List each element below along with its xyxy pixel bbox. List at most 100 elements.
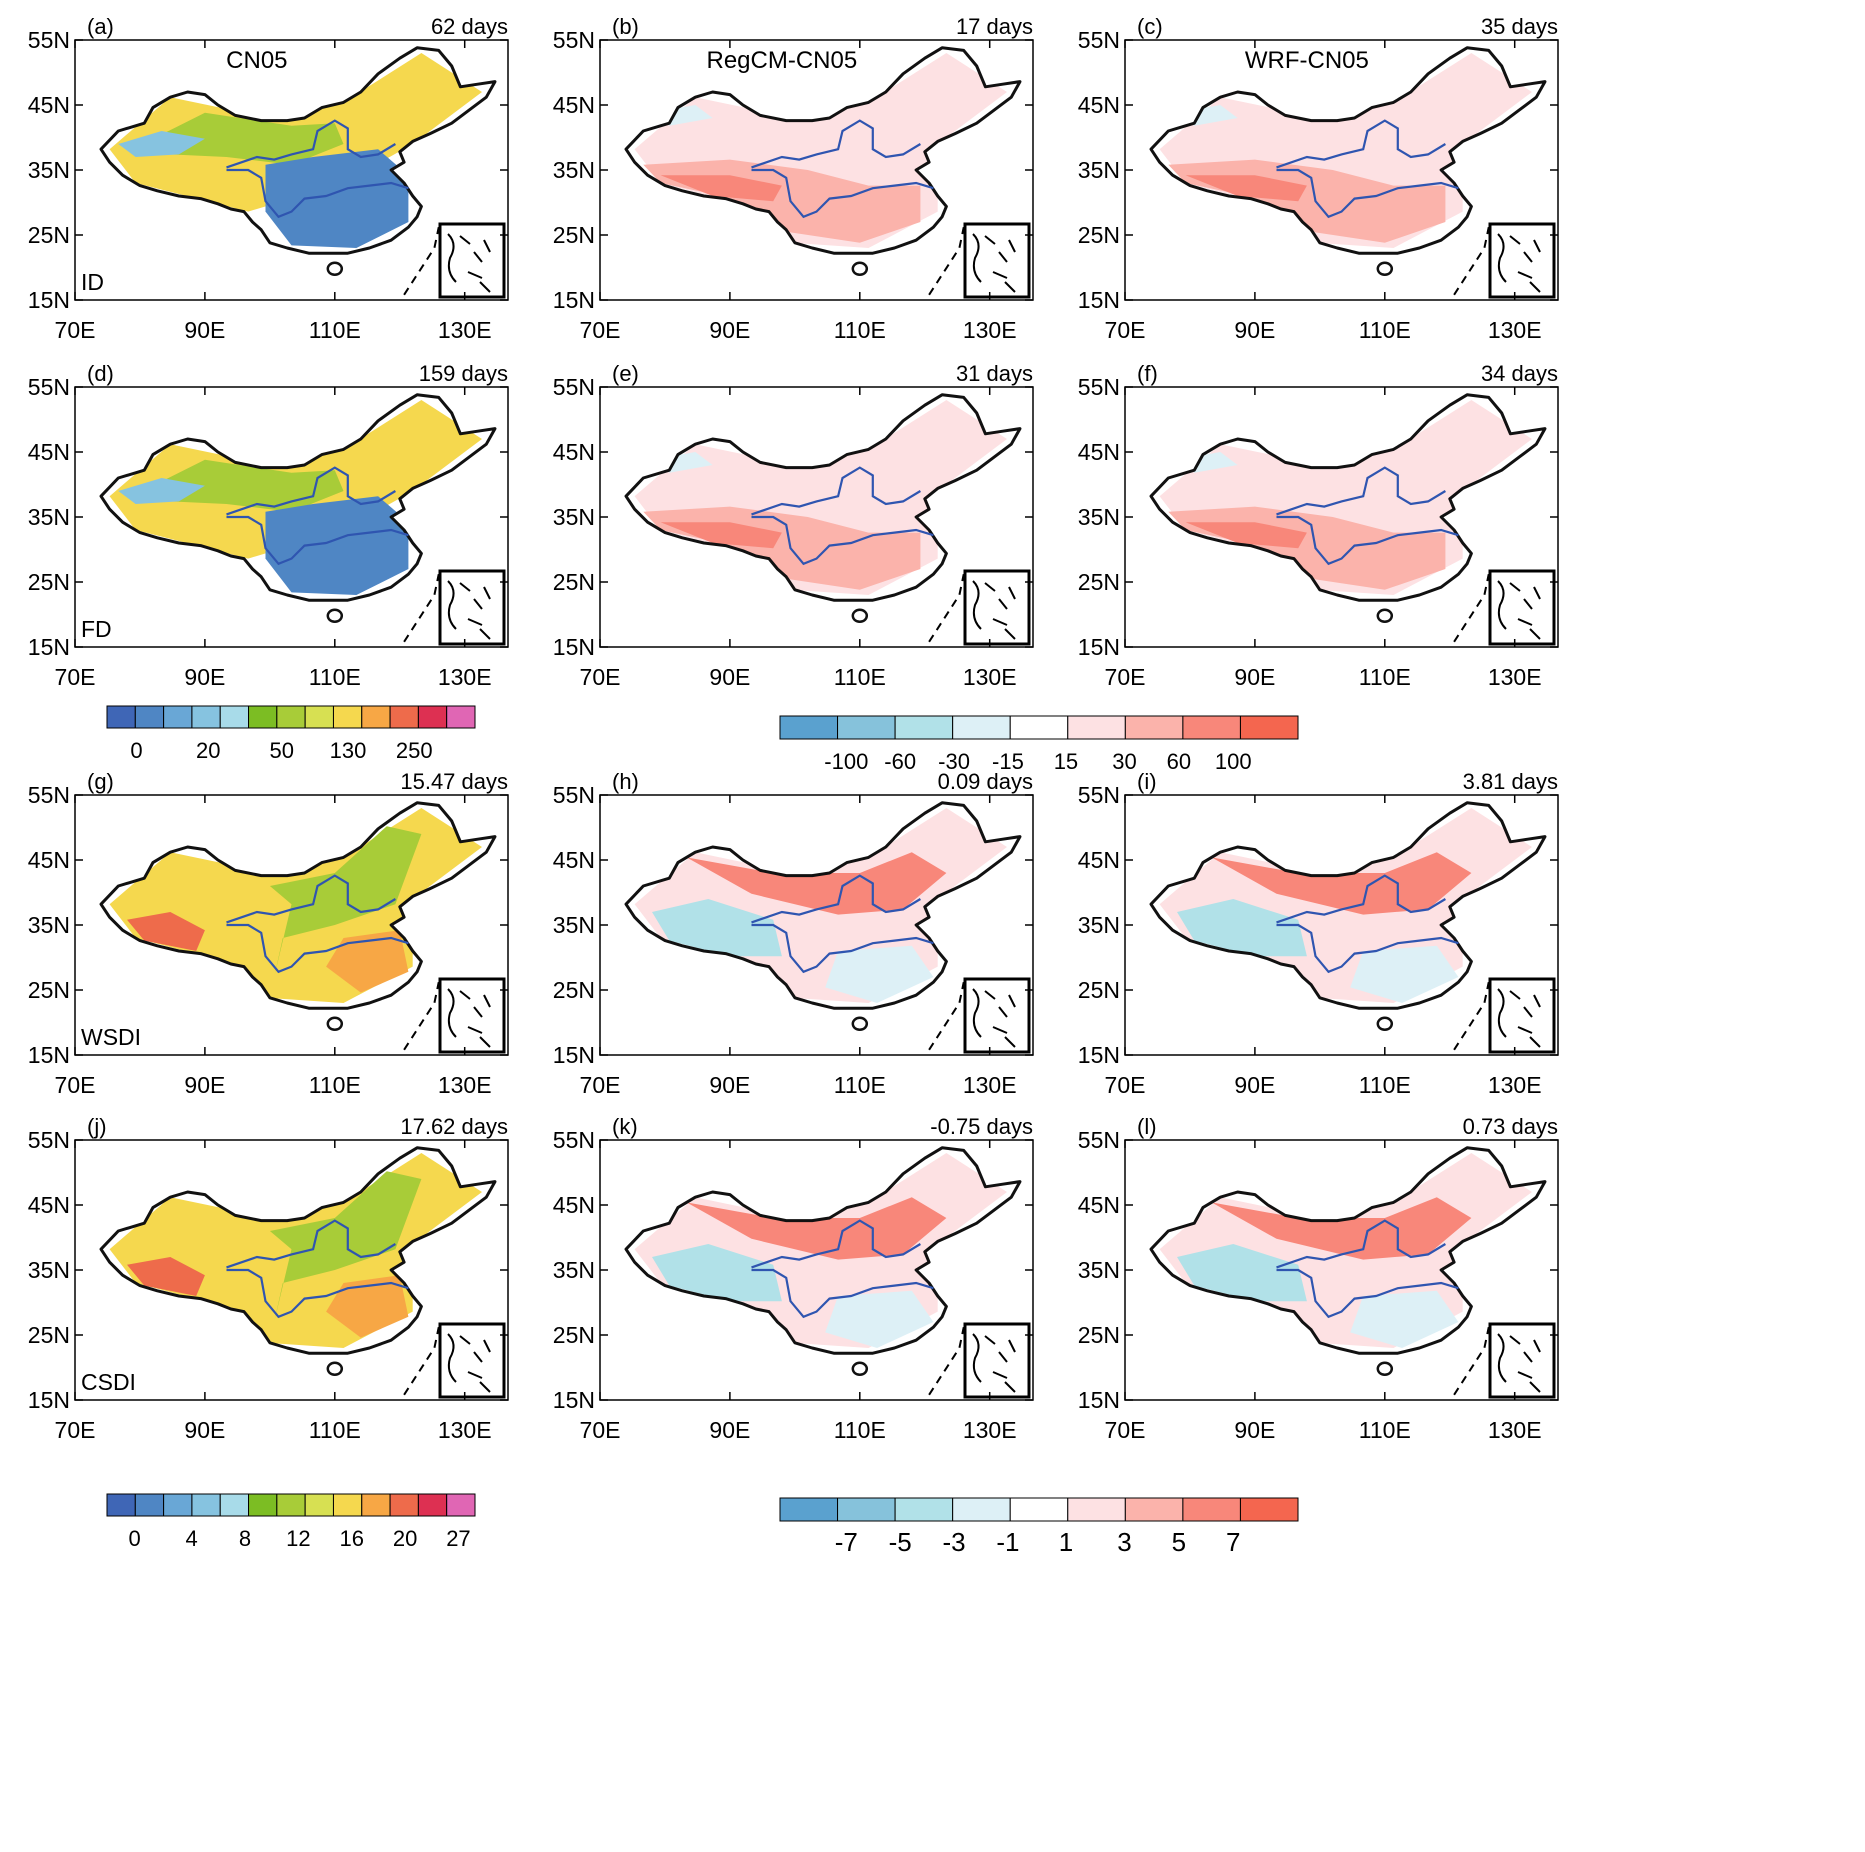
colorbar-label: 20 (393, 1526, 417, 1551)
yellow-river (1276, 874, 1446, 924)
axis-ticks (599, 386, 1033, 648)
south-china-sea-inset (438, 222, 506, 299)
axis-ticks (74, 386, 508, 648)
hainan-island (851, 261, 869, 277)
hainan-island (326, 608, 344, 624)
lon-label: 130E (963, 664, 1017, 690)
lon-label: 130E (438, 317, 492, 343)
south-china-sea-inset (1488, 1322, 1556, 1399)
lat-label: 45N (28, 847, 70, 873)
panel-title: WRF-CN05 (1245, 47, 1369, 74)
yellow-river (751, 1219, 921, 1269)
yellow-river (226, 466, 396, 516)
colorbar-swatch (1124, 715, 1184, 740)
colorbar-swatch (446, 1493, 476, 1517)
map-panel-d: 55N 45N 35N 25N 15N 70E 90E 110E 130E (d) 159 days… (28, 361, 509, 690)
colorbar-swatch (779, 715, 839, 740)
lat-label: 55N (28, 782, 70, 808)
panel-stat: -0.75 days (930, 1114, 1033, 1139)
field-shading (109, 400, 482, 595)
lon-label: 90E (1234, 1072, 1275, 1098)
dashed-boundary (1453, 981, 1490, 1051)
lon-label: 70E (1105, 317, 1146, 343)
colorbar-label: 1 (1059, 1527, 1073, 1557)
panel-title: CN05 (226, 47, 287, 74)
lat-label: 35N (28, 504, 70, 530)
lon-label: 130E (1488, 317, 1542, 343)
lat-label: 35N (1078, 1257, 1120, 1283)
panel-tag: (g) (87, 769, 114, 794)
lat-label: 45N (1078, 1192, 1120, 1218)
south-china-sea-inset (963, 1322, 1031, 1399)
lat-label: 55N (28, 374, 70, 400)
map-panel-f: 55N 45N 35N 25N 15N 70E 90E 110E 130E (f) 34 days (1078, 361, 1559, 690)
lat-label: 55N (1078, 374, 1120, 400)
lon-label: 90E (1234, 317, 1275, 343)
colorbar-cb3: 0 4 8 12 16 20 27 (106, 1493, 476, 1551)
axis-ticks (1124, 1139, 1558, 1401)
yellow-river (1276, 1219, 1446, 1269)
hainan-island (1376, 261, 1394, 277)
dashed-boundary (928, 981, 965, 1051)
axis-ticks (1124, 386, 1558, 648)
yellow-river (751, 119, 921, 169)
map-panel-g: 55N 45N 35N 25N 15N 70E 90E 110E 130E (g) 15.47 da… (28, 769, 509, 1098)
lat-label: 15N (28, 1042, 70, 1068)
panel-tag: (b) (612, 14, 639, 39)
index-label: ID (81, 269, 104, 295)
hainan-island (851, 1016, 869, 1032)
colorbar-swatch (417, 1493, 448, 1517)
china-border (99, 393, 497, 602)
panel-tag: (c) (1137, 14, 1163, 39)
map-panel-e: 55N 45N 35N 25N 15N 70E 90E 110E 130E (e) 31 days (553, 361, 1034, 690)
colorbar-swatch (191, 1493, 221, 1517)
yangtze-river (751, 923, 934, 974)
index-label: WSDI (81, 1024, 141, 1050)
colorbar-swatch (276, 1493, 306, 1517)
lat-label: 45N (1078, 847, 1120, 873)
colorbar-swatch (106, 705, 136, 729)
colorbar-label: -5 (889, 1527, 912, 1557)
lon-label: 90E (709, 1417, 750, 1443)
china-border (624, 46, 1022, 255)
map-panel-a: 55N 45N 35N 25N 15N 70E 90E 110E 130E (a) 62 days C… (28, 14, 509, 343)
panel-stat: 159 days (419, 361, 508, 386)
china-border (1149, 46, 1547, 255)
colorbar-swatch (389, 705, 419, 729)
colorbar-swatch (332, 1493, 363, 1517)
lon-label: 90E (184, 1417, 225, 1443)
yellow-river (226, 1219, 396, 1269)
hainan-island (326, 1361, 344, 1377)
yangtze-river (751, 515, 934, 566)
panel-tag: (h) (612, 769, 639, 794)
colorbar-swatch (1124, 1497, 1184, 1522)
colorbar-swatch (304, 705, 334, 729)
lat-label: 25N (1078, 569, 1120, 595)
colorbar-swatch (1009, 1497, 1069, 1522)
lon-label: 110E (1359, 317, 1411, 343)
lat-label: 15N (28, 634, 70, 660)
lat-label: 55N (28, 1127, 70, 1153)
colorbar-label: -60 (884, 749, 916, 774)
colorbar-swatch (248, 1493, 278, 1517)
lon-label: 90E (184, 1072, 225, 1098)
panel-tag: (d) (87, 361, 114, 386)
colorbar-swatch (837, 715, 896, 740)
lat-label: 25N (28, 569, 70, 595)
colorbar-swatch (163, 705, 193, 729)
colorbar-swatch (332, 705, 363, 729)
colorbar-swatch (894, 1497, 954, 1522)
panel-stat: 0.73 days (1463, 1114, 1558, 1139)
lat-label: 25N (553, 569, 595, 595)
lat-label: 55N (28, 27, 70, 53)
colorbar-swatch (389, 1493, 419, 1517)
lon-label: 90E (709, 317, 750, 343)
colorbar-label: 15 (1054, 749, 1078, 774)
south-china-sea-inset (963, 977, 1031, 1054)
lat-label: 55N (1078, 782, 1120, 808)
colorbar-swatch (779, 1497, 839, 1522)
lat-label: 45N (28, 1192, 70, 1218)
lat-label: 25N (28, 1322, 70, 1348)
china-border (624, 393, 1022, 602)
